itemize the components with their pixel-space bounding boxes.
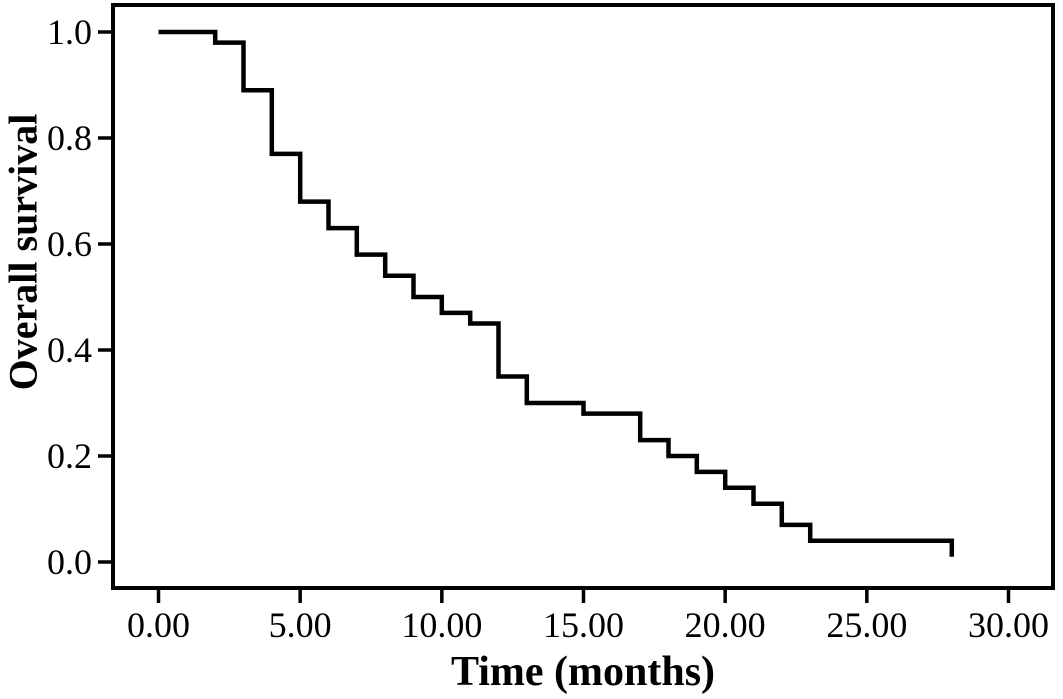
y-axis-tick-label: 0.6 [47, 224, 92, 264]
x-axis-tick-label: 15.00 [543, 605, 624, 645]
x-axis-tick-label: 0.00 [127, 605, 190, 645]
y-axis-tick-label: 1.0 [47, 12, 92, 52]
y-axis-tick-label: 0.4 [47, 330, 92, 370]
y-axis-title: Overall survival [0, 113, 46, 391]
x-axis-tick-label: 25.00 [826, 605, 907, 645]
y-axis-tick-label: 0.8 [47, 118, 92, 158]
x-axis-tick-label: 30.00 [968, 605, 1049, 645]
y-axis-tick-label: 0.0 [47, 542, 92, 582]
plot-border [111, 3, 1055, 590]
y-axis-tick-label: 0.2 [47, 436, 92, 476]
survival-step-line [158, 29, 955, 557]
x-axis-tick-label: 20.00 [685, 605, 766, 645]
x-axis-tick-label: 10.00 [401, 605, 482, 645]
x-axis-tick-label: 5.00 [269, 605, 332, 645]
x-axis-title: Time (months) [450, 649, 716, 695]
